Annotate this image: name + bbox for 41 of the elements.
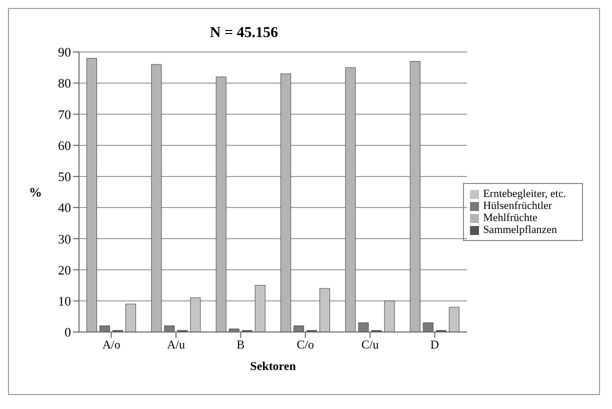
bar — [294, 326, 304, 332]
bar — [345, 67, 356, 332]
bar — [216, 76, 226, 332]
bar — [126, 304, 136, 332]
bar — [280, 74, 292, 332]
bar — [100, 326, 110, 332]
x-tick-label: C/o — [296, 338, 314, 352]
y-tick-label: 0 — [64, 324, 71, 340]
y-tick-label: 90 — [58, 44, 71, 60]
y-axis-title: % — [29, 184, 42, 200]
bar — [254, 285, 266, 332]
bar — [190, 298, 201, 332]
bar — [164, 326, 175, 332]
legend-label: Erntebegleiter, etc. — [483, 188, 566, 200]
y-tick-label: 20 — [58, 262, 71, 278]
bar — [228, 328, 240, 332]
bar — [384, 300, 395, 332]
x-tick-label: B — [236, 338, 245, 352]
bar — [320, 288, 330, 332]
x-tick-label: D — [430, 338, 440, 352]
legend-label: Sammelpflanzen — [483, 224, 557, 236]
y-tick-label: 40 — [58, 200, 71, 216]
y-tick-label: 10 — [58, 294, 71, 309]
y-tick-label: 80 — [58, 76, 71, 91]
x-tick-label: A/u — [167, 338, 186, 352]
bar — [410, 61, 420, 332]
bar — [358, 322, 369, 332]
bar — [86, 58, 98, 332]
bar — [422, 322, 434, 332]
x-tick-label: C/u — [361, 338, 379, 352]
y-tick-label: 60 — [58, 138, 71, 153]
y-tick-label: 50 — [58, 169, 71, 184]
bar — [151, 64, 162, 332]
legend-label: Mehlfrüchte — [483, 212, 538, 224]
x-axis-title: Sektoren — [250, 359, 296, 373]
bar — [448, 306, 460, 332]
x-tick-label: A/o — [102, 338, 120, 352]
legend-label: Hülsenfrüchtler — [483, 200, 552, 212]
y-tick-label: 70 — [58, 106, 71, 122]
y-tick-label: 30 — [58, 231, 71, 246]
chart-title: N = 45.156 — [208, 25, 280, 42]
